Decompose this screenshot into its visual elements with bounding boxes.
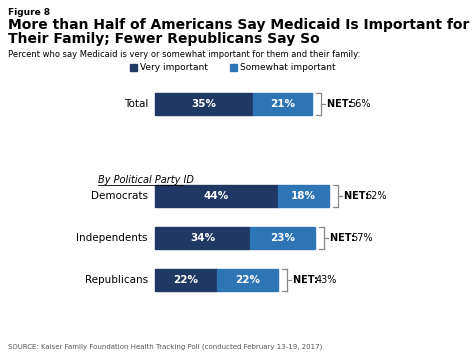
Bar [250,227,315,249]
Text: 22%: 22% [173,275,198,285]
Bar [278,185,328,207]
Text: Somewhat important: Somewhat important [240,63,336,72]
Text: SOURCE: Kaiser Family Foundation Health Tracking Poll (conducted February 13-19,: SOURCE: Kaiser Family Foundation Health … [8,344,322,350]
Text: By Political Party ID: By Political Party ID [98,175,194,185]
Text: 35%: 35% [191,99,217,109]
Text: Very important: Very important [140,63,208,72]
Bar [155,227,250,249]
Text: Independents: Independents [76,233,148,243]
Text: 62%: 62% [365,191,387,201]
Text: 18%: 18% [291,191,316,201]
Text: More than Half of Americans Say Medicaid Is Important for: More than Half of Americans Say Medicaid… [8,18,469,32]
Text: 34%: 34% [190,233,215,243]
Text: Total: Total [124,99,148,109]
Text: 57%: 57% [352,233,373,243]
Text: Their Family; Fewer Republicans Say So: Their Family; Fewer Republicans Say So [8,32,320,46]
Bar [217,269,278,291]
Text: 23%: 23% [270,233,295,243]
Text: NET:: NET: [344,191,372,201]
Text: 21%: 21% [270,99,295,109]
Bar [155,93,253,115]
Bar [130,64,137,71]
Text: NET:: NET: [327,99,355,109]
Text: Democrats: Democrats [91,191,148,201]
Text: Figure 8: Figure 8 [8,8,50,17]
Bar [155,269,217,291]
Text: 56%: 56% [349,99,370,109]
Text: 43%: 43% [315,275,337,285]
Text: NET:: NET: [329,233,358,243]
Text: 44%: 44% [204,191,229,201]
Bar [253,93,312,115]
Text: 22%: 22% [235,275,260,285]
Text: Republicans: Republicans [85,275,148,285]
Bar [155,185,278,207]
Bar [230,64,237,71]
Text: NET:: NET: [293,275,321,285]
Text: Percent who say Medicaid is very or somewhat important for them and their family: Percent who say Medicaid is very or some… [8,50,360,59]
